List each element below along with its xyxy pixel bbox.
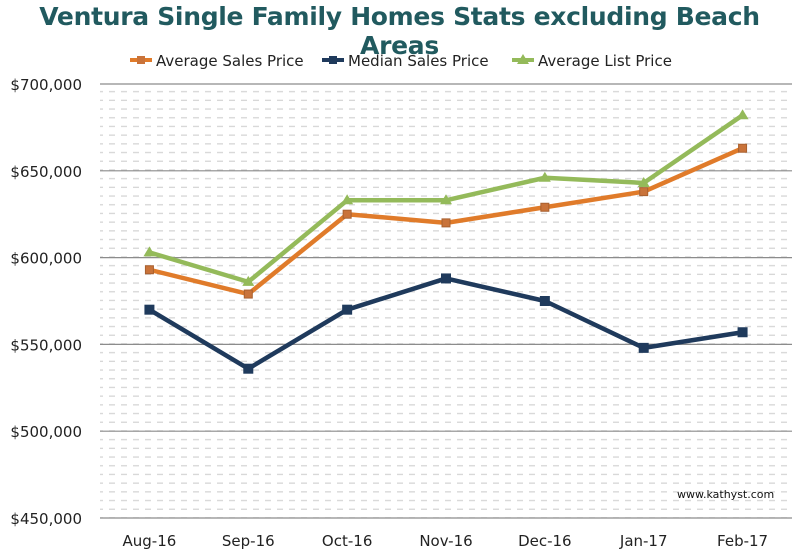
data-point [144, 304, 155, 315]
plot-area [100, 84, 792, 518]
y-tick-label: $450,000 [10, 510, 82, 528]
data-point [637, 176, 650, 187]
data-point [243, 289, 253, 299]
legend-label: Average List Price [538, 52, 672, 70]
x-tick-label: Sep-16 [222, 532, 275, 550]
data-point [736, 109, 749, 120]
legend-label: Average Sales Price [156, 52, 304, 70]
x-tick-label: Nov-16 [419, 532, 472, 550]
x-tick-label: Jan-17 [619, 532, 668, 550]
data-point [143, 246, 156, 257]
data-point [539, 296, 550, 306]
y-tick-label: $650,000 [10, 163, 82, 181]
data-point [738, 143, 748, 153]
legend-label: Median Sales Price [348, 52, 489, 70]
y-tick-label: $500,000 [10, 423, 82, 441]
data-point [144, 265, 154, 275]
data-point [440, 194, 452, 205]
y-tick-label: $550,000 [10, 336, 82, 354]
y-tick-label: $700,000 [10, 76, 82, 94]
x-tick-label: Feb-17 [717, 532, 768, 550]
legend-marker [137, 56, 145, 64]
watermark: www.kathyst.com [677, 488, 774, 501]
data-point [538, 171, 551, 182]
data-point [639, 187, 649, 197]
x-tick-label: Oct-16 [322, 532, 372, 550]
data-point [737, 327, 748, 338]
x-tick-label: Aug-16 [123, 532, 177, 550]
data-point [441, 273, 451, 284]
data-point [242, 275, 255, 286]
data-point [540, 202, 550, 212]
y-tick-label: $600,000 [10, 250, 82, 268]
data-point [243, 363, 254, 374]
data-point [341, 194, 354, 205]
data-point [342, 304, 353, 315]
x-tick-label: Dec-16 [518, 532, 572, 550]
data-point [638, 342, 649, 353]
legend-marker [329, 56, 337, 64]
data-point [441, 218, 451, 228]
legend-marker [517, 54, 529, 64]
data-point [342, 209, 352, 219]
chart-title: Ventura Single Family Homes Stats exclud… [39, 2, 760, 60]
